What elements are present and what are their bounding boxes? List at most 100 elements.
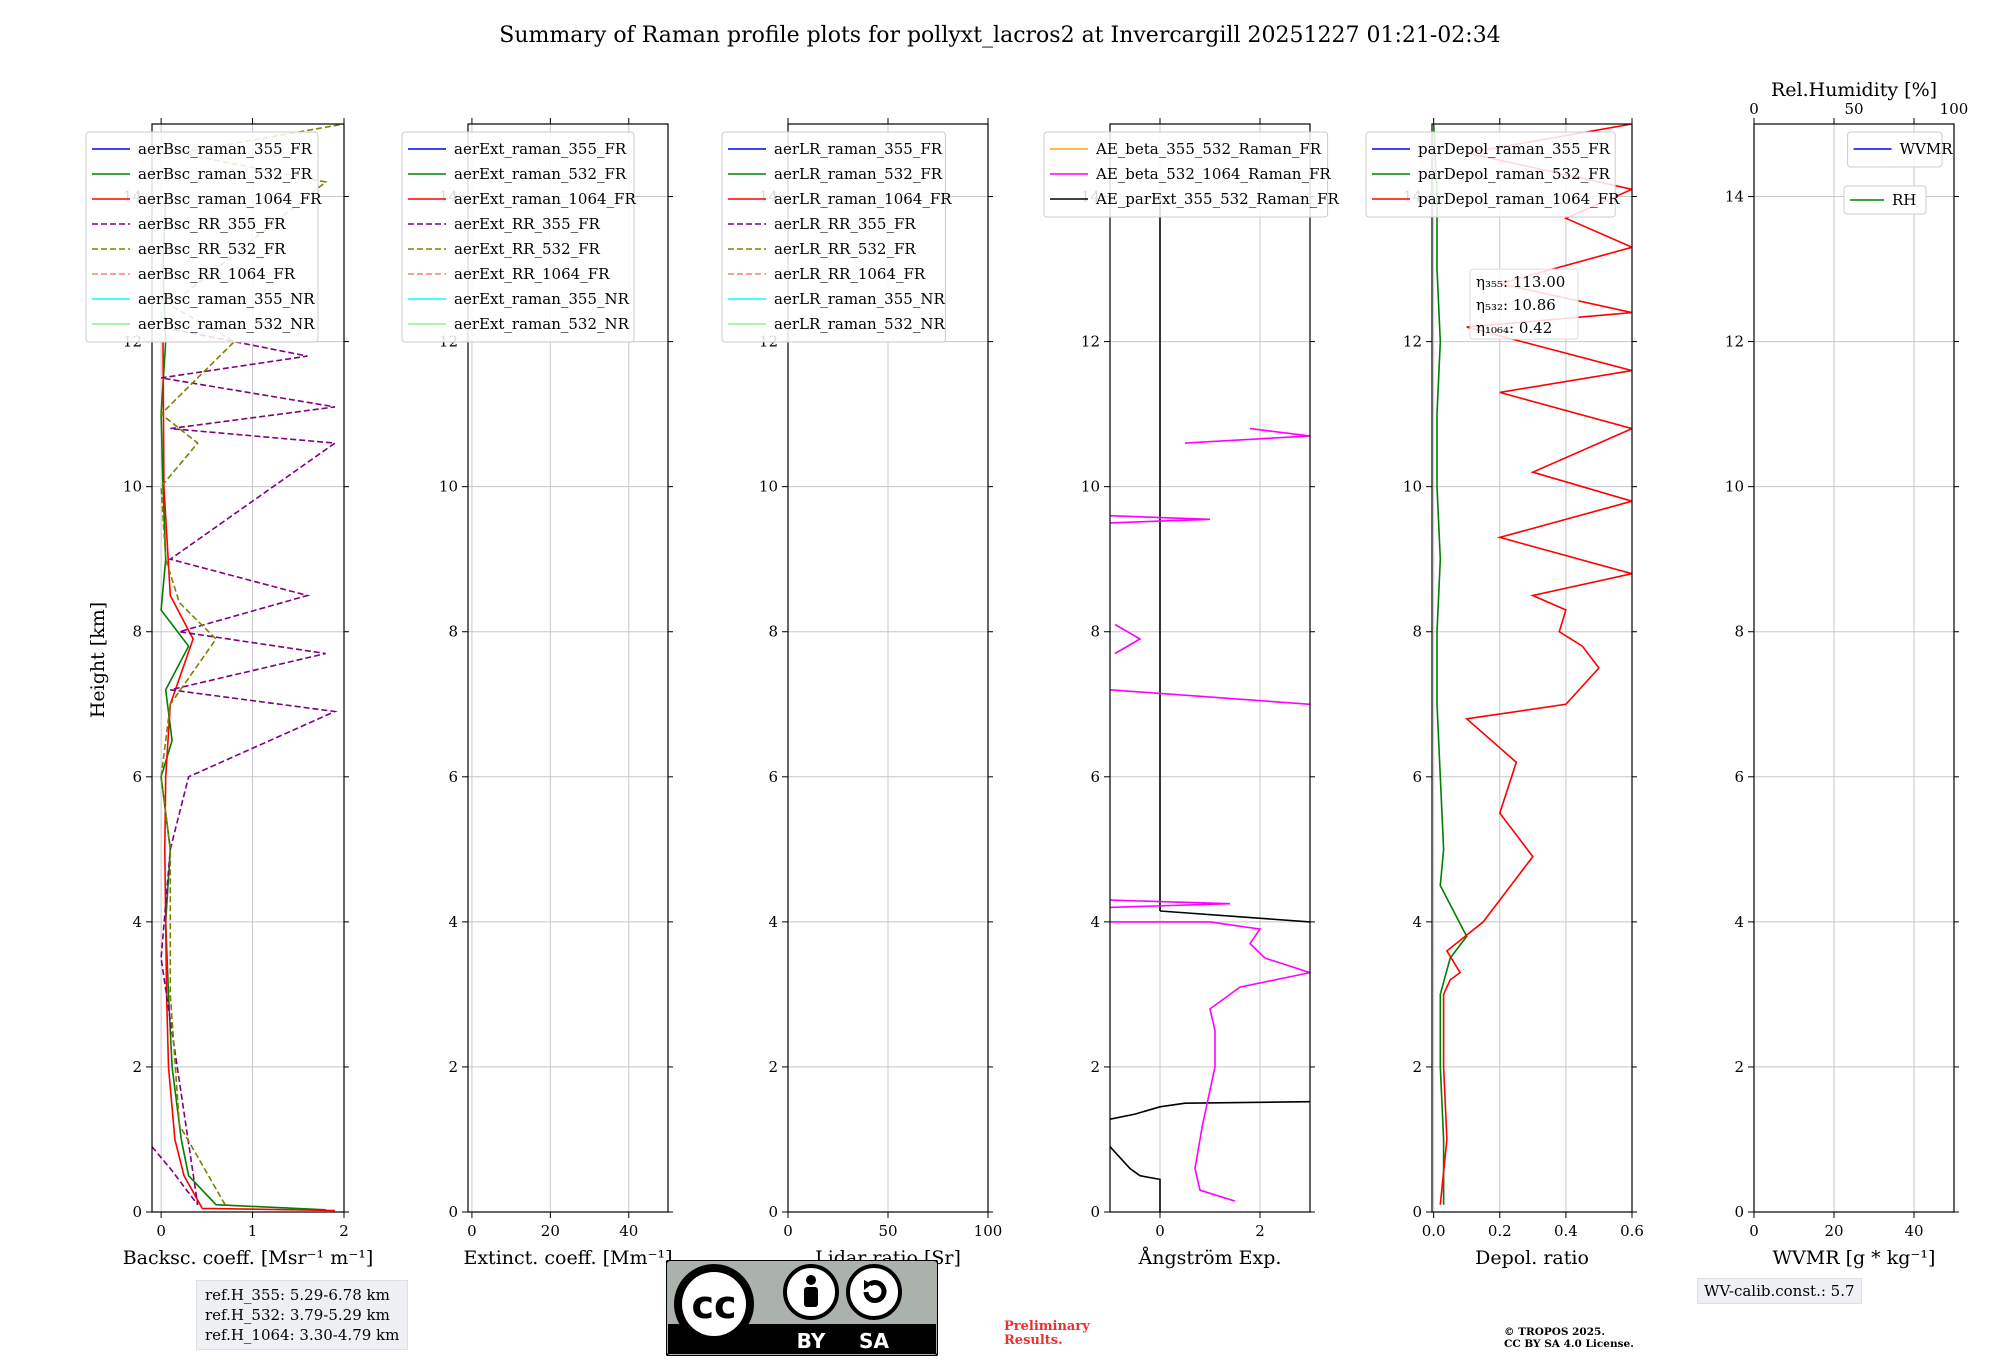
y-tick-label: 2	[1090, 1058, 1100, 1076]
y-tick-label: 12	[1081, 333, 1100, 351]
x-tick-label: 0	[783, 1222, 793, 1240]
copyright-line-1: © TROPOS 2025.	[1504, 1326, 1606, 1338]
y-tick-label: 10	[1403, 478, 1422, 496]
x-tick-label: 0	[156, 1222, 166, 1240]
eta-label: η₃₅₅: 113.00	[1476, 273, 1565, 291]
series-line-AE_parExt_355_532_Raman_FR	[1110, 1146, 1161, 1212]
series-line-AE_beta_532_1064_Raman_FR_c	[1110, 689, 1310, 706]
y-tick-label: 2	[1412, 1058, 1422, 1076]
wv-calibration-box: WV-calib.const.: 5.7	[1697, 1278, 1862, 1304]
eta-label: η₁₀₆₄: 0.42	[1476, 319, 1552, 337]
series-line-AE_beta_532_1064_Raman_FR_f	[1184, 427, 1310, 444]
y-tick-label: 8	[1412, 623, 1422, 641]
legend-label: aerBsc_raman_355_FR	[138, 140, 313, 158]
series-line-AE_parExt_355_532_Raman_FR_c	[1159, 910, 1310, 923]
legend-label: aerBsc_RR_532_FR	[138, 240, 286, 258]
legend-label: parDepol_raman_532_FR	[1418, 165, 1611, 183]
copyright-notice: © TROPOS 2025. CC BY SA 4.0 License.	[1504, 1326, 1634, 1350]
series-line-aerBsc_RR_355_FR	[152, 326, 338, 1206]
legend-label: aerExt_RR_1064_FR	[454, 265, 610, 283]
x-tick-label: 40	[619, 1222, 638, 1240]
legend-label: WVMR	[1900, 140, 1954, 158]
y-tick-label: 0	[132, 1203, 142, 1221]
x-tick-label: 0	[1749, 1222, 1759, 1240]
x-axis-label: Ångström Exp.	[1138, 1247, 1282, 1269]
y-tick-label: 4	[1090, 913, 1100, 931]
legend-label: aerLR_raman_532_NR	[774, 315, 945, 333]
x-tick-label: 1	[248, 1222, 258, 1240]
y-tick-label: 10	[1081, 478, 1100, 496]
legend-box	[85, 131, 319, 343]
series-group	[1110, 196, 1310, 1212]
x-tick-label: 50	[878, 1222, 897, 1240]
legend-label: aerBsc_raman_532_FR	[138, 165, 313, 183]
series-line-aerBsc_raman_1064_FR	[162, 341, 335, 1212]
y-tick-label: 10	[759, 478, 778, 496]
by-text: BY	[797, 1329, 826, 1353]
y-tick-label: 8	[132, 623, 142, 641]
y-tick-label: 4	[448, 913, 458, 931]
y-tick-label: 8	[1734, 623, 1744, 641]
y-tick-label: 10	[439, 478, 458, 496]
top-tick-label: 0	[1749, 100, 1759, 118]
legend-box	[401, 131, 635, 343]
x-tick-label: 0	[1155, 1222, 1165, 1240]
y-axis-label: Height [km]	[87, 602, 109, 718]
x-tick-label: 2	[1255, 1222, 1265, 1240]
series-line-AE_beta_532_1064_Raman_FR_b	[1110, 899, 1231, 909]
sa-text: SA	[859, 1329, 889, 1353]
y-tick-label: 10	[1725, 478, 1744, 496]
x-tick-label: 0.6	[1620, 1222, 1644, 1240]
y-tick-label: 4	[1412, 913, 1422, 931]
preliminary-line-1: Preliminary	[1004, 1319, 1090, 1334]
series-line-AE_parExt_355_532_Raman_FR_b	[1110, 1100, 1310, 1120]
legend-label: aerLR_raman_1064_FR	[774, 190, 952, 208]
series-line-AE_beta_532_1064_Raman_FR_e	[1110, 514, 1211, 524]
y-tick-label: 2	[448, 1058, 458, 1076]
y-tick-label: 6	[1734, 768, 1744, 786]
legend2-box	[1843, 185, 1927, 215]
legend2-label: RH	[1892, 191, 1916, 209]
y-tick-label: 8	[448, 623, 458, 641]
sa-icon-arrowhead	[864, 1280, 872, 1290]
panel-lidar_ratio: 05010002468101214Lidar ratio [Sr]aerLR_r…	[721, 118, 1002, 1269]
panel-angstrom: 0202468101214Ångström Exp.AE_beta_355_53…	[1043, 118, 1340, 1269]
y-tick-label: 0	[1734, 1203, 1744, 1221]
axes-frame	[151, 123, 345, 1213]
y-tick-label: 4	[132, 913, 142, 931]
reference-heights-box: ref.H_355: 5.29-6.78 km ref.H_532: 3.79-…	[196, 1280, 409, 1350]
legend-label: aerBsc_raman_1064_FR	[138, 190, 322, 208]
sa-icon	[846, 1264, 902, 1320]
y-tick-label: 12	[1725, 333, 1744, 351]
y-tick-label: 2	[768, 1058, 778, 1076]
y-tick-label: 6	[132, 768, 142, 786]
y-tick-label: 0	[768, 1203, 778, 1221]
axes-frame	[1109, 123, 1311, 1213]
y-tick-label: 6	[1090, 768, 1100, 786]
legend-label: aerLR_raman_532_FR	[774, 165, 943, 183]
legend-label: aerBsc_RR_355_FR	[138, 215, 286, 233]
y-tick-label: 8	[1090, 623, 1100, 641]
legend-label: aerLR_RR_532_FR	[774, 240, 916, 258]
legend-label: aerLR_RR_355_FR	[774, 215, 916, 233]
preliminary-notice: Preliminary Results.	[1004, 1320, 1090, 1348]
top-axis-label: Rel.Humidity [%]	[1771, 79, 1937, 101]
legend-label: aerLR_raman_355_NR	[774, 290, 945, 308]
legend-label: aerBsc_raman_355_NR	[138, 290, 315, 308]
axes-frame	[467, 123, 669, 1213]
y-tick-label: 4	[768, 913, 778, 931]
y-tick-label: 14	[1725, 188, 1744, 206]
x-axis-label: WVMR [g * kg⁻¹]	[1773, 1247, 1936, 1269]
y-tick-label: 2	[1734, 1058, 1744, 1076]
legend-label: aerLR_raman_355_FR	[774, 140, 943, 158]
legend-label: aerExt_raman_355_NR	[454, 290, 630, 308]
panel-extinction: 0204002468101214Extinct. coeff. [Mm⁻¹]ae…	[401, 118, 673, 1269]
legend-label: AE_beta_355_532_Raman_FR	[1095, 140, 1322, 158]
legend-box	[1043, 131, 1329, 218]
y-tick-label: 0	[1090, 1203, 1100, 1221]
by-icon-body	[804, 1287, 818, 1307]
figure-title: Summary of Raman profile plots for polly…	[499, 23, 1500, 48]
legend-label: aerExt_RR_532_FR	[454, 240, 601, 258]
series-line-AE_beta_532_1064_Raman_FR	[1110, 921, 1310, 1202]
